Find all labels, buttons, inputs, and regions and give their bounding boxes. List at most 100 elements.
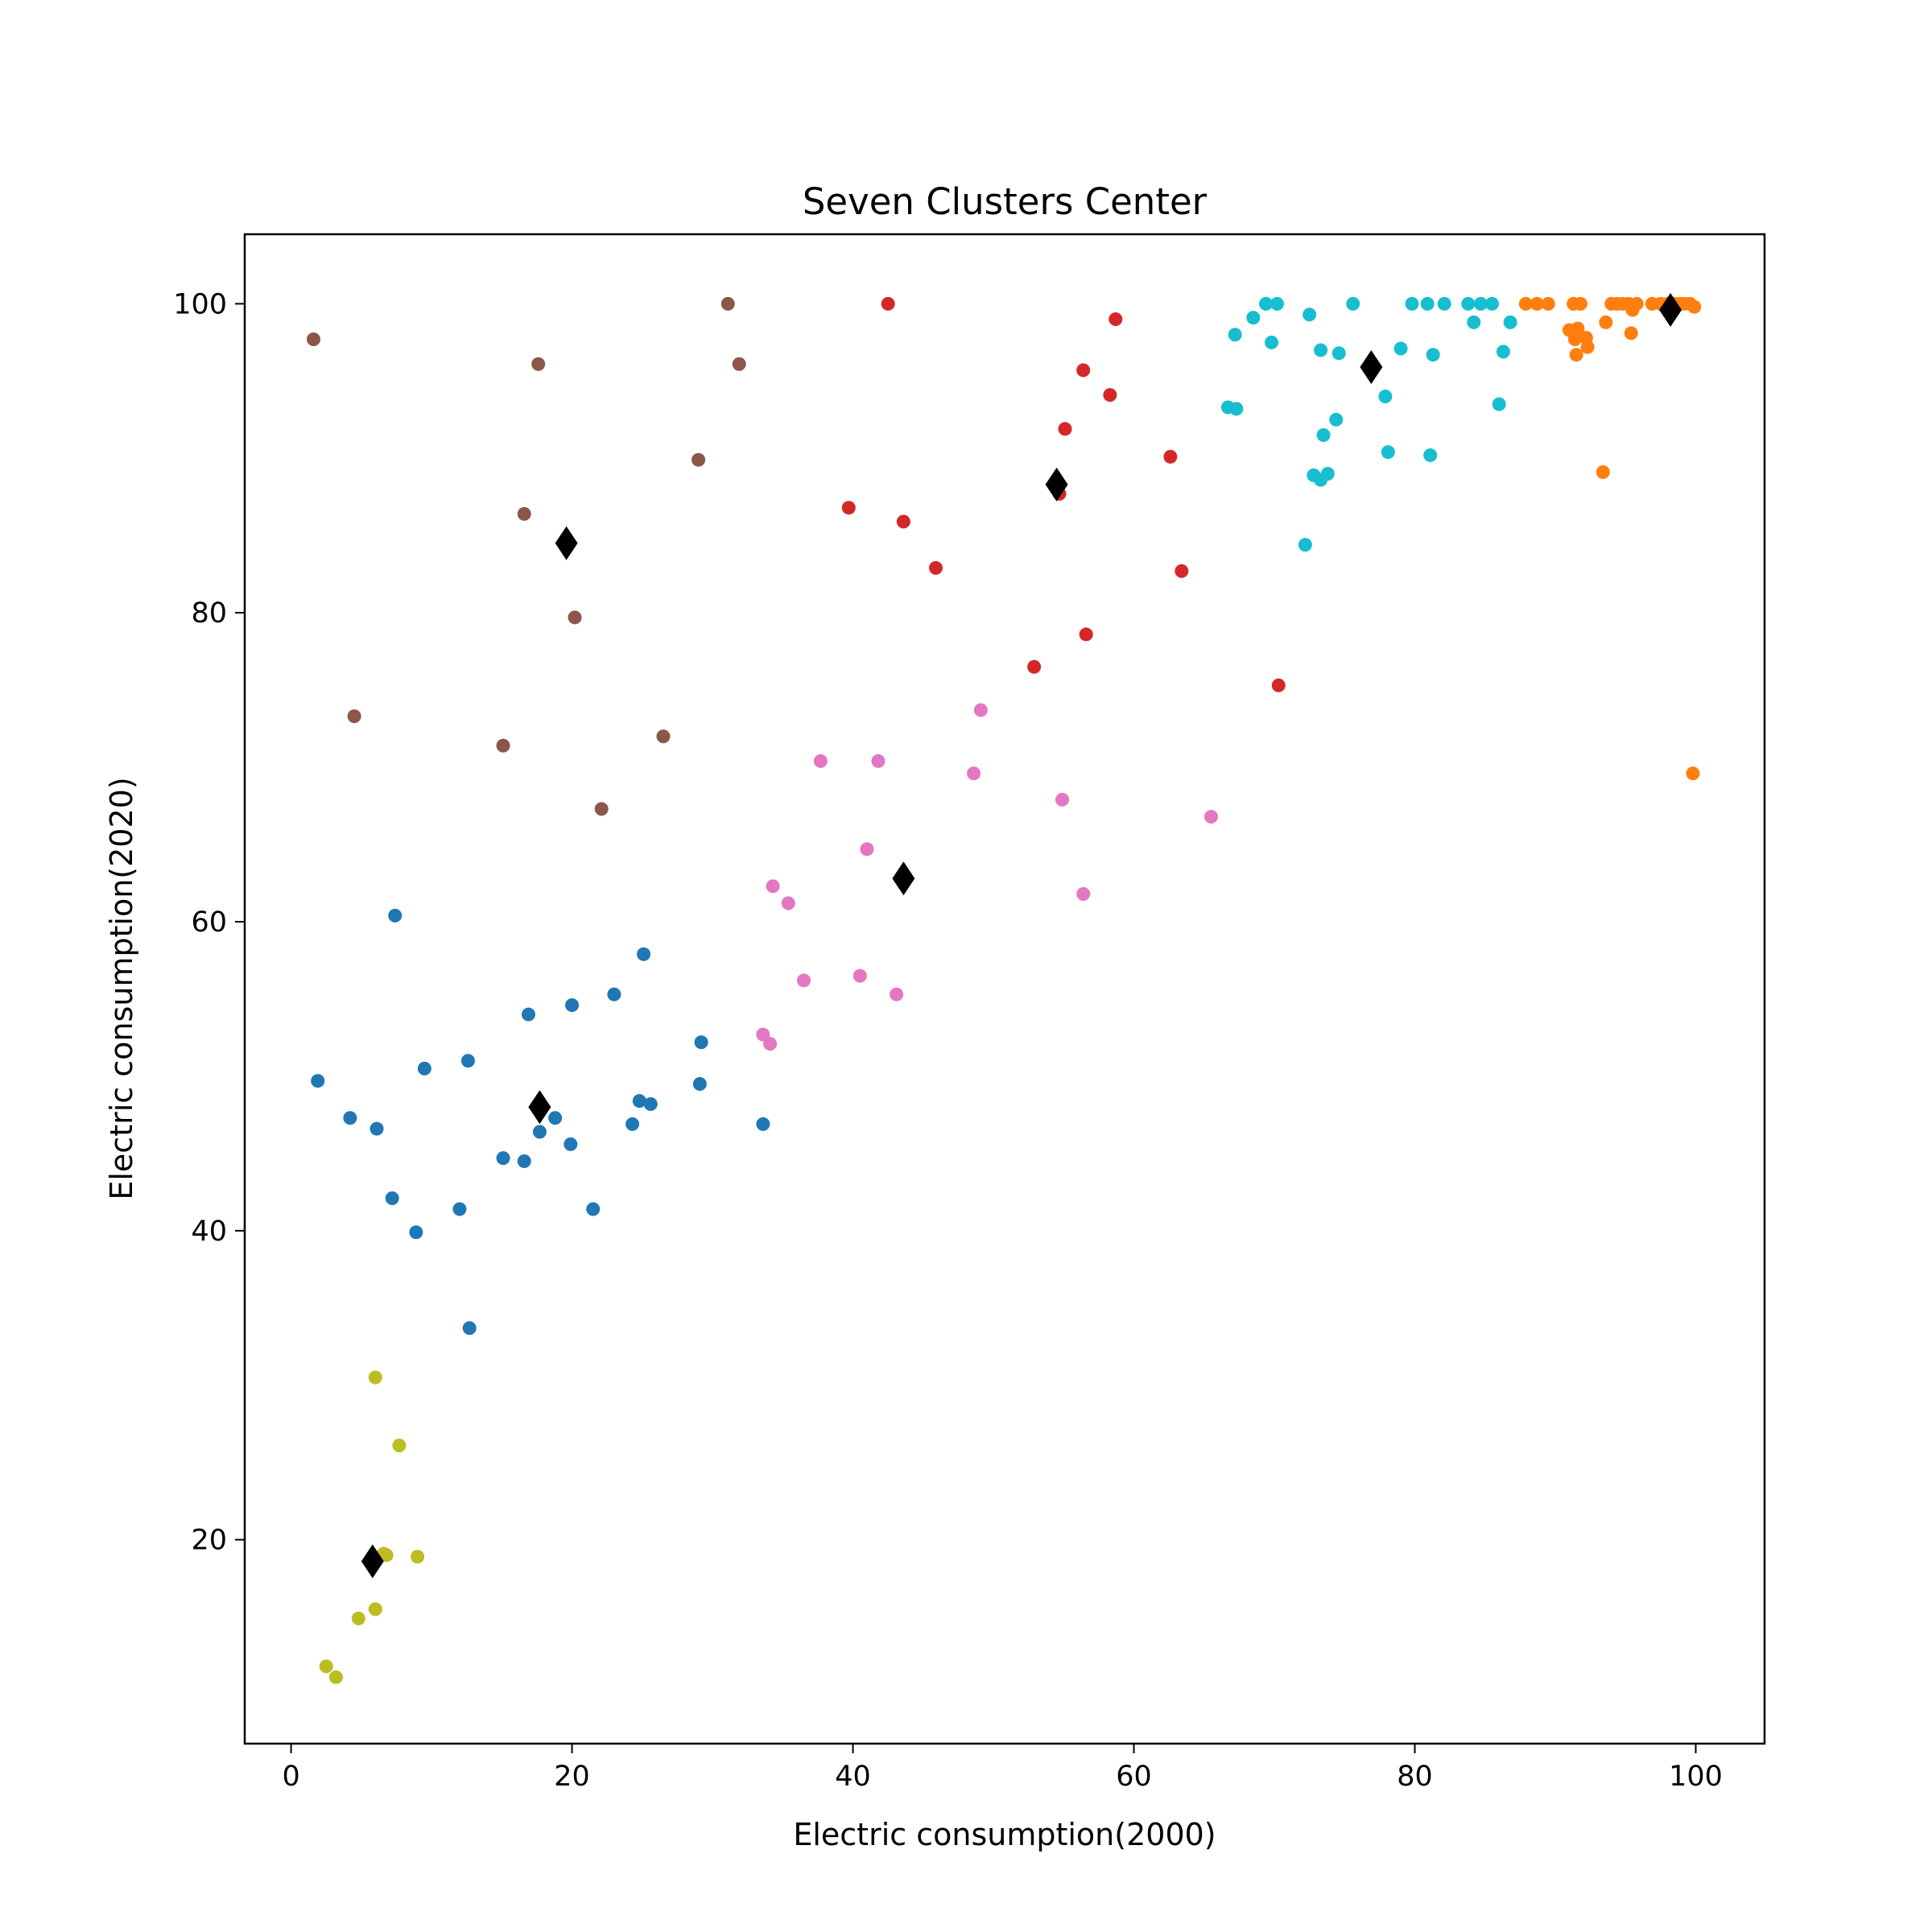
point-cluster-olive-7 (392, 1439, 407, 1453)
point-cluster-pink-13 (1076, 886, 1091, 901)
point-cluster-cyan-21 (1420, 296, 1435, 311)
point-cluster-cyan-8 (1302, 308, 1317, 322)
point-cluster-pink-10 (967, 766, 981, 781)
point-cluster-blue-15 (565, 998, 580, 1013)
data-points (307, 296, 1702, 1684)
point-cluster-orange-10 (1569, 348, 1583, 362)
point-cluster-orange-4 (1573, 296, 1587, 311)
point-cluster-olive-4 (368, 1370, 382, 1385)
y-tick-label-60: 60 (191, 906, 227, 939)
point-cluster-orange-11 (1596, 465, 1610, 480)
point-cluster-cyan-29 (1492, 397, 1506, 411)
x-tick-label-80: 80 (1397, 1761, 1433, 1793)
point-cluster-brown-9 (720, 296, 735, 311)
point-cluster-orange-28 (1686, 766, 1700, 781)
point-cluster-cyan-25 (1461, 296, 1476, 311)
point-cluster-blue-20 (632, 1094, 646, 1108)
point-cluster-blue-8 (460, 1054, 475, 1068)
point-cluster-blue-21 (637, 947, 651, 961)
point-cluster-red-7 (1076, 363, 1091, 378)
point-cluster-red-8 (1079, 627, 1093, 642)
point-cluster-orange-1 (1530, 296, 1544, 311)
point-cluster-brown-7 (656, 729, 671, 744)
point-cluster-blue-19 (625, 1117, 640, 1131)
point-cluster-brown-5 (568, 610, 582, 625)
point-cluster-pink-11 (973, 703, 988, 717)
point-cluster-red-13 (1271, 678, 1286, 692)
point-cluster-cyan-7 (1298, 538, 1312, 552)
point-cluster-blue-14 (548, 1111, 563, 1125)
point-cluster-red-4 (1027, 659, 1042, 674)
point-cluster-orange-0 (1518, 296, 1533, 311)
point-cluster-cyan-22 (1423, 448, 1438, 462)
point-cluster-blue-23 (692, 1077, 707, 1092)
point-cluster-pink-6 (852, 968, 867, 983)
x-tick-label-20: 20 (554, 1761, 590, 1793)
point-cluster-orange-9 (1580, 340, 1595, 354)
cluster-center-0 (555, 526, 578, 560)
point-cluster-blue-25 (756, 1117, 770, 1131)
point-cluster-pink-12 (1055, 792, 1070, 807)
point-cluster-cyan-27 (1474, 296, 1488, 311)
point-cluster-pink-14 (1204, 810, 1218, 824)
point-cluster-cyan-30 (1496, 345, 1510, 359)
cluster-center-5 (1360, 350, 1383, 384)
point-cluster-brown-4 (531, 357, 546, 371)
point-cluster-olive-0 (319, 1659, 333, 1674)
point-cluster-blue-18 (607, 987, 621, 1001)
point-cluster-red-9 (1103, 388, 1117, 402)
point-cluster-cyan-5 (1265, 335, 1279, 349)
point-cluster-brown-6 (594, 802, 609, 816)
point-cluster-blue-9 (462, 1321, 477, 1335)
point-cluster-orange-18 (1629, 296, 1644, 311)
point-cluster-orange-19 (1624, 326, 1638, 341)
y-axis-label: Electric consumption(2020) (104, 777, 139, 1199)
y-tick-label-20: 20 (191, 1525, 227, 1557)
point-cluster-red-2 (896, 514, 910, 529)
plot-frame (243, 233, 1766, 1745)
point-cluster-olive-2 (351, 1612, 365, 1626)
point-cluster-cyan-28 (1484, 296, 1499, 311)
point-cluster-brown-2 (496, 738, 510, 753)
point-cluster-blue-11 (517, 1154, 531, 1168)
point-cluster-red-1 (841, 501, 856, 515)
point-cluster-cyan-6 (1270, 296, 1285, 311)
cluster-center-3 (892, 861, 915, 896)
point-cluster-cyan-10 (1314, 343, 1328, 357)
point-cluster-blue-2 (369, 1121, 384, 1136)
point-cluster-red-6 (1058, 422, 1072, 436)
point-cluster-pink-4 (796, 973, 811, 988)
point-cluster-cyan-24 (1437, 296, 1451, 311)
point-cluster-cyan-3 (1246, 311, 1261, 325)
point-cluster-cyan-4 (1259, 296, 1274, 311)
point-cluster-orange-2 (1541, 296, 1555, 311)
cluster-center-4 (1045, 467, 1068, 502)
point-cluster-pink-2 (766, 879, 780, 894)
point-cluster-cyan-12 (1316, 427, 1331, 442)
point-cluster-olive-6 (379, 1548, 394, 1563)
point-cluster-cyan-1 (1228, 328, 1242, 342)
point-cluster-cyan-16 (1346, 296, 1360, 311)
point-cluster-red-0 (881, 296, 895, 311)
point-cluster-brown-8 (691, 452, 706, 467)
point-cluster-orange-27 (1687, 299, 1702, 314)
point-cluster-cyan-17 (1378, 390, 1393, 404)
chart-title: Seven Clusters Center (803, 180, 1208, 223)
point-cluster-olive-1 (328, 1670, 343, 1684)
x-tick-label-100: 100 (1669, 1761, 1723, 1793)
point-cluster-blue-10 (496, 1151, 510, 1166)
point-cluster-pink-9 (890, 987, 904, 1001)
point-cluster-cyan-2 (1229, 402, 1244, 416)
point-cluster-cyan-31 (1503, 315, 1517, 329)
point-cluster-pink-8 (871, 753, 886, 768)
point-cluster-pink-7 (860, 842, 874, 857)
point-cluster-cyan-26 (1467, 315, 1481, 329)
point-cluster-olive-3 (368, 1602, 382, 1616)
point-cluster-blue-0 (311, 1074, 325, 1088)
point-cluster-cyan-18 (1381, 445, 1395, 460)
point-cluster-orange-6 (1571, 321, 1585, 336)
point-cluster-red-3 (929, 561, 943, 576)
point-cluster-blue-5 (409, 1225, 423, 1240)
point-cluster-blue-24 (694, 1035, 708, 1050)
